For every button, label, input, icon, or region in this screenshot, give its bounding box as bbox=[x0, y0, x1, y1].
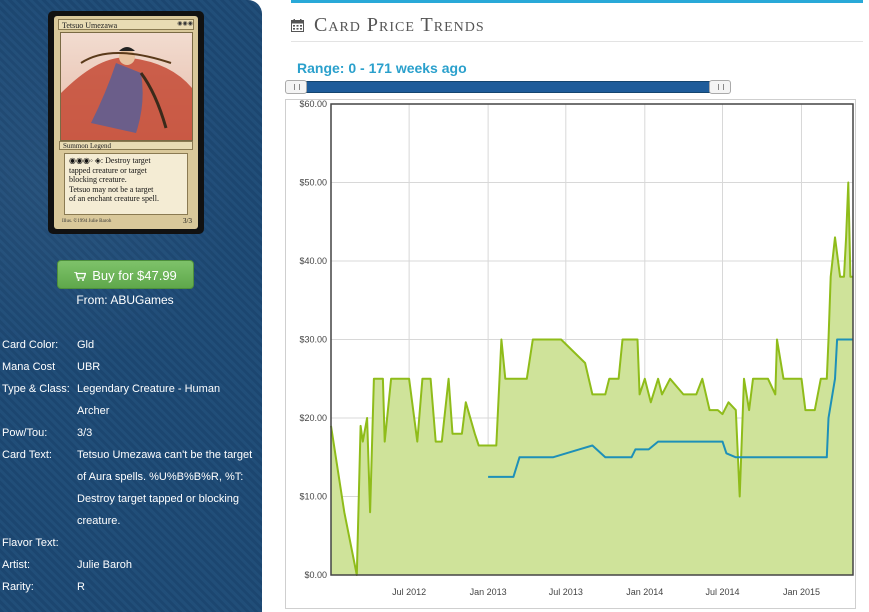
calendar-icon bbox=[291, 18, 304, 32]
detail-value bbox=[77, 532, 252, 554]
seller-line: From: ABUGames bbox=[76, 293, 174, 307]
detail-row-type: Type & Class: Legendary Creature - Human… bbox=[2, 378, 255, 422]
detail-label: Rarity: bbox=[2, 581, 34, 593]
detail-value: Gld bbox=[77, 339, 95, 351]
detail-label: Mana Cost bbox=[2, 361, 56, 373]
slider-handle-right[interactable] bbox=[709, 80, 731, 94]
detail-label: Pow/Tou: bbox=[2, 427, 48, 439]
detail-label: Card Color: bbox=[2, 339, 59, 351]
series-line-1 bbox=[488, 338, 853, 478]
y-tick-label: $50.00 bbox=[299, 178, 327, 188]
y-tick-label: $0.00 bbox=[304, 570, 327, 580]
card-text-line: tapped creature or target bbox=[69, 165, 147, 175]
detail-row-rarity: Rarity: R bbox=[2, 576, 255, 598]
cart-icon bbox=[74, 272, 87, 281]
header-divider bbox=[291, 41, 863, 42]
detail-label: Type & Class: bbox=[2, 383, 70, 395]
card-text-line: Tetsuo may not be a target bbox=[69, 184, 154, 194]
card-image: Tetsuo Umezawa ◉◉◉ Summon Legend ◉◉◉◦ ◈:… bbox=[48, 11, 204, 234]
card-mana-symbols: ◉◉◉ bbox=[177, 21, 193, 27]
detail-row-artist: Artist: Julie Baroh bbox=[2, 554, 255, 576]
y-tick-label: $40.00 bbox=[299, 256, 327, 266]
card-power-toughness: 3/3 bbox=[183, 217, 192, 225]
range-slider[interactable] bbox=[285, 80, 731, 94]
detail-value: Legendary Creature - Human Archer bbox=[77, 383, 221, 417]
card-artist-credit: Illus. ©1994 Julie Baroh bbox=[62, 219, 112, 224]
detail-value: R bbox=[77, 581, 85, 593]
x-tick-label: Jan 2014 bbox=[626, 587, 663, 597]
series-area-0 bbox=[331, 182, 853, 575]
slider-handle-left[interactable] bbox=[285, 80, 307, 94]
buy-button[interactable]: Buy for $47.99 bbox=[57, 260, 194, 289]
y-tick-label: $10.00 bbox=[299, 492, 327, 502]
detail-value: Julie Baroh bbox=[77, 559, 133, 571]
detail-value: Tetsuo Umezawa can't be the target of Au… bbox=[77, 449, 253, 527]
card-name: Tetsuo Umezawa bbox=[58, 19, 194, 30]
card-type-line: Summon Legend bbox=[59, 141, 193, 150]
accent-bar bbox=[291, 0, 863, 3]
y-tick-label: $60.00 bbox=[299, 99, 327, 109]
x-tick-label: Jan 2013 bbox=[470, 587, 507, 597]
card-sidebar: Tetsuo Umezawa ◉◉◉ Summon Legend ◉◉◉◦ ◈:… bbox=[0, 0, 262, 612]
detail-value: UBR bbox=[77, 361, 101, 373]
plot-border bbox=[330, 103, 854, 576]
detail-label: Card Text: bbox=[2, 449, 52, 461]
x-tick-label: Jul 2013 bbox=[549, 587, 583, 597]
x-tick-label: Jan 2015 bbox=[783, 587, 820, 597]
card-text-line: blocking creature. bbox=[69, 175, 127, 184]
detail-value: 3/3 bbox=[77, 427, 93, 439]
detail-row-flavor: Flavor Text: bbox=[2, 532, 255, 554]
x-tick-label: Jul 2014 bbox=[705, 587, 739, 597]
detail-row-pow-tou: Pow/Tou: 3/3 bbox=[2, 422, 255, 444]
price-trends-header: Card Price Trends bbox=[291, 0, 863, 42]
range-label: Range: 0 - 171 weeks ago bbox=[297, 60, 467, 76]
series-line-0 bbox=[330, 181, 853, 576]
detail-label: Artist: bbox=[2, 559, 31, 571]
buy-button-label: Buy for $47.99 bbox=[92, 268, 177, 283]
title-row: Card Price Trends bbox=[291, 13, 485, 37]
y-tick-label: $30.00 bbox=[299, 335, 327, 345]
detail-row-card-text: Card Text: Tetsuo Umezawa can't be the t… bbox=[2, 444, 255, 532]
y-tick-label: $20.00 bbox=[299, 413, 327, 423]
card-rules-text: ◉◉◉◦ ◈: Destroy target tapped creature o… bbox=[64, 153, 188, 215]
detail-row-mana: Mana Cost UBR bbox=[2, 356, 255, 378]
x-tick-label: Jul 2012 bbox=[392, 587, 426, 597]
card-text-line: ◉◉◉◦ ◈: Destroy target bbox=[69, 156, 151, 165]
price-chart: $0.00 $10.00 $20.00 $30.00 $40.00 $50.00 $60.0… bbox=[285, 99, 856, 609]
page-title: Card Price Trends bbox=[314, 13, 485, 36]
slider-range-fill bbox=[296, 81, 720, 93]
card-artwork bbox=[60, 32, 193, 141]
detail-row-color: Card Color: Gld bbox=[2, 334, 255, 356]
detail-label: Flavor Text: bbox=[2, 537, 59, 549]
card-text-line: of an enchant creature spell. bbox=[69, 194, 159, 203]
card-details: Card Color: Gld Mana Cost UBR Type & Cla… bbox=[2, 334, 255, 598]
card-frame: Tetsuo Umezawa ◉◉◉ Summon Legend ◉◉◉◦ ◈:… bbox=[54, 16, 198, 229]
